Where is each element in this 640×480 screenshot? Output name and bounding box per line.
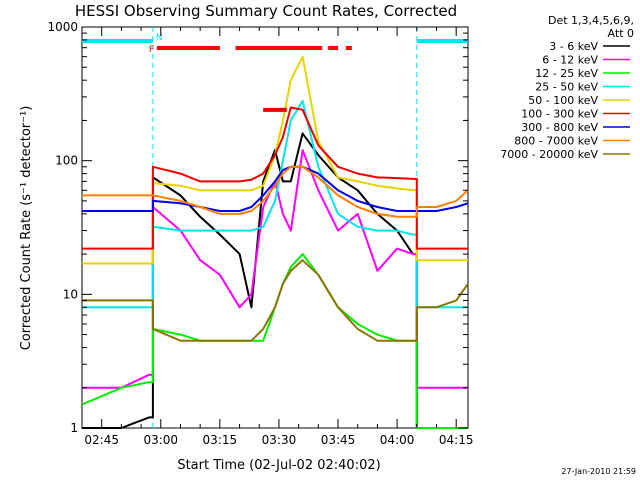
legend-header-line2: Att 0 [608,27,634,40]
y-tick-label: 10 [63,287,78,301]
series-line-5 [82,55,468,265]
legend-label-5: 50 - 100 keV [528,94,598,107]
series-line-9 [82,259,469,342]
x-tick-label: 03:45 [321,433,356,447]
legend-label-8: 800 - 7000 keV [514,135,598,148]
flag-label-F: F [149,45,154,55]
night-boundaries [152,27,418,428]
y-tick-label: 1000 [47,20,78,34]
series-line-4 [82,99,468,309]
timestamp: 27-Jan-2010 21:59 [561,467,636,476]
legend-label-7: 300 - 800 keV [521,121,598,134]
x-axis-label: Start Time (02-Jul-02 02:40:02) [177,458,380,473]
flag-layer: FN [82,33,468,112]
legend-label-3: 12 - 25 keV [535,67,598,80]
legend-label-6: 100 - 300 keV [521,108,598,121]
flag-label-N: N [156,33,163,43]
x-tick-label: 04:00 [380,433,415,447]
x-tick-label: 02:45 [84,433,119,447]
plot-border [81,26,469,429]
series-line-6 [82,106,468,250]
legend-label-2: 6 - 12 keV [542,54,598,67]
series-line-8 [82,165,469,218]
x-tick-label: 04:15 [439,433,474,447]
ticks-layer: 1 10 100 1000 02:45 03:00 03:15 03:30 03:45 04:00… [47,20,473,447]
legend-label-9: 7000 - 20000 keV [500,148,598,161]
legend-label-1: 3 - 6 keV [549,40,598,53]
y-axis-label: Corrected Count Rate (s⁻¹ detector⁻¹) [19,106,34,351]
chart-title: HESSI Observing Summary Count Rates, Cor… [75,2,457,20]
y-tick-label: 1 [70,421,78,435]
series-layer [81,55,469,429]
y-tick-label: 100 [55,154,78,168]
x-tick-label: 03:00 [143,433,178,447]
legend-header-line1: Det 1,3,4,5,6,9, [548,14,634,27]
legend-label-4: 25 - 50 keV [535,81,598,94]
series-line-7 [82,165,469,212]
plot-frame [81,26,469,429]
x-tick-label: 03:30 [262,433,297,447]
x-tick-label: 03:15 [203,433,238,447]
